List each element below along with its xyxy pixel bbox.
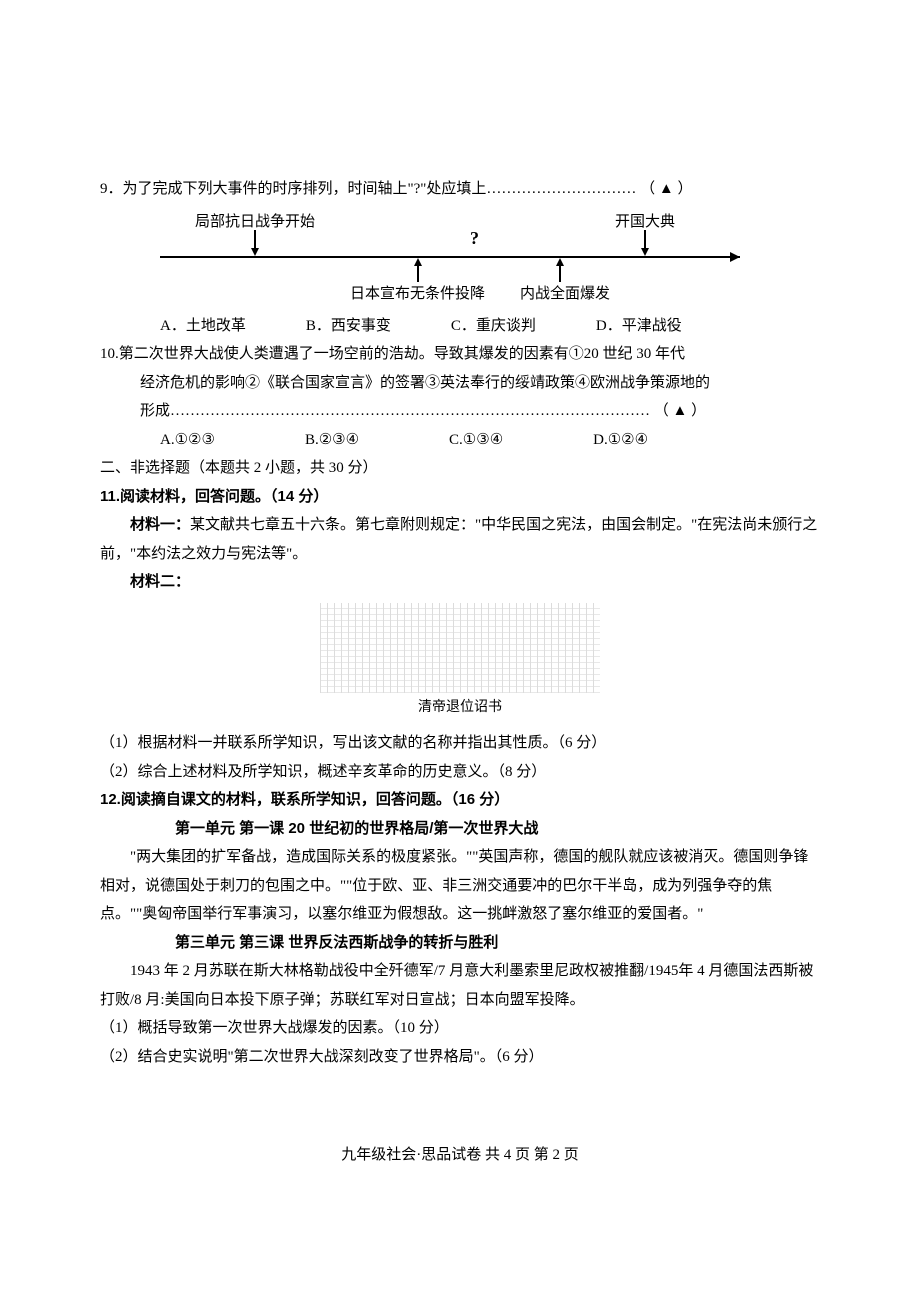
q11-sub1: （1）根据材料一并联系所学知识，写出该文献的名称并指出其性质。（6 分） — [100, 729, 820, 758]
q10-text3: 形成…………………………………………………………………………………… — [140, 403, 650, 419]
q9-choice-d: D．平津战役 — [596, 312, 682, 341]
q9-stem: 为了完成下列大事件的时序排列，时间轴上"?"处应填上………………………… — [123, 181, 637, 197]
q10-choice-b: B.②③④ — [305, 426, 359, 455]
q11-sub2: （2）综合上述材料及所学知识，概述辛亥革命的历史意义。（8 分） — [100, 758, 820, 787]
q12-head: 12.阅读摘自课文的材料，联系所学知识，回答问题。（16 分） — [100, 786, 820, 815]
q9-line: 9． 为了完成下列大事件的时序排列，时间轴上"?"处应填上………………………… … — [100, 175, 820, 204]
timeline-svg: 局部抗日战争开始 ? 开国大典 日本宣布无条件投降 内战全面爆发 — [140, 212, 760, 302]
q12-unit3-para: 1943 年 2 月苏联在斯大林格勒战役中全歼德军/7 月意大利墨索里尼政权被推… — [100, 957, 820, 1014]
q9-choice-b: B．西安事变 — [306, 312, 391, 341]
q9-choices: A．土地改革 B．西安事变 C．重庆谈判 D．平津战役 — [160, 312, 820, 341]
section2-head: 二、非选择题（本题共 2 小题，共 30 分） — [100, 454, 820, 483]
q9-number: 9． — [100, 175, 123, 204]
page-footer: 九年级社会·思品试卷 共 4 页 第 2 页 — [100, 1141, 820, 1170]
timeline-label-top-mid: ? — [470, 228, 479, 248]
q11-m1-text: 某文献共七章五十六条。第七章附则规定："中华民国之宪法，由国会制定。"在宪法尚未… — [100, 517, 817, 562]
q10-choice-d: D.①②④ — [593, 426, 648, 455]
timeline-arrowhead — [730, 252, 740, 262]
q12-sub1: （1）概括导致第一次世界大战爆发的因素。（10 分） — [100, 1014, 820, 1043]
timeline-label-top-left: 局部抗日战争开始 — [195, 212, 315, 230]
q11-head: 11.阅读材料，回答问题。（14 分） — [100, 483, 820, 512]
q10-answer-blank: （ ▲ ） — [654, 403, 706, 419]
q11-material1: 材料一：某文献共七章五十六条。第七章附则规定："中华民国之宪法，由国会制定。"在… — [100, 511, 820, 568]
q12-unit1-para: "两大集团的扩军备战，造成国际关系的极度紧张。""英国声称，德国的舰队就应该被消… — [100, 843, 820, 929]
q10-line3: 形成…………………………………………………………………………………… （ ▲ ） — [140, 397, 820, 426]
q9-choice-c: C．重庆谈判 — [451, 312, 536, 341]
q10-choice-a: A.①②③ — [160, 426, 215, 455]
q11-m2-label: 材料二： — [130, 573, 190, 590]
page-content: 9． 为了完成下列大事件的时序排列，时间轴上"?"处应填上………………………… … — [0, 0, 920, 1230]
q12-unit3-title: 第三单元 第三课 世界反法西斯战争的转折与胜利 — [100, 929, 820, 958]
q10-line2: 经济危机的影响②《联合国家宣言》的签署③英法奉行的绥靖政策④欧洲战争策源地的 — [140, 369, 820, 398]
q11-m1-label: 材料一： — [130, 516, 190, 533]
q10-choice-c: C.①③④ — [449, 426, 503, 455]
q10-choices: A.①②③ B.②③④ C.①③④ D.①②④ — [160, 426, 820, 455]
abdication-edict-caption: 清帝退位诏书 — [100, 695, 820, 722]
q12-sub2: （2）结合史实说明"第二次世界大战深刻改变了世界格局"。（6 分） — [100, 1043, 820, 1072]
timeline-label-bottom-right: 内战全面爆发 — [520, 284, 610, 302]
timeline-label-top-right: 开国大典 — [615, 213, 675, 230]
q10-line1: 10. 第二次世界大战使人类遭遇了一场空前的浩劫。导致其爆发的因素有①20 世纪… — [100, 340, 820, 369]
timeline-label-bottom-left: 日本宣布无条件投降 — [350, 285, 485, 302]
q9-timeline: 局部抗日战争开始 ? 开国大典 日本宣布无条件投降 内战全面爆发 — [140, 212, 820, 302]
q9-answer-blank: （ ▲ ） — [640, 181, 692, 197]
q10-text1: 第二次世界大战使人类遭遇了一场空前的浩劫。导致其爆发的因素有①20 世纪 30 … — [119, 340, 820, 369]
q9-text: 为了完成下列大事件的时序排列，时间轴上"?"处应填上………………………… （ ▲… — [123, 175, 820, 204]
q12-unit1-title: 第一单元 第一课 20 世纪初的世界格局/第一次世界大战 — [100, 815, 820, 844]
q11-material2: 材料二： — [100, 568, 820, 597]
q10-number: 10. — [100, 340, 119, 369]
abdication-edict-image — [320, 603, 600, 693]
q9-choice-a: A．土地改革 — [160, 312, 246, 341]
